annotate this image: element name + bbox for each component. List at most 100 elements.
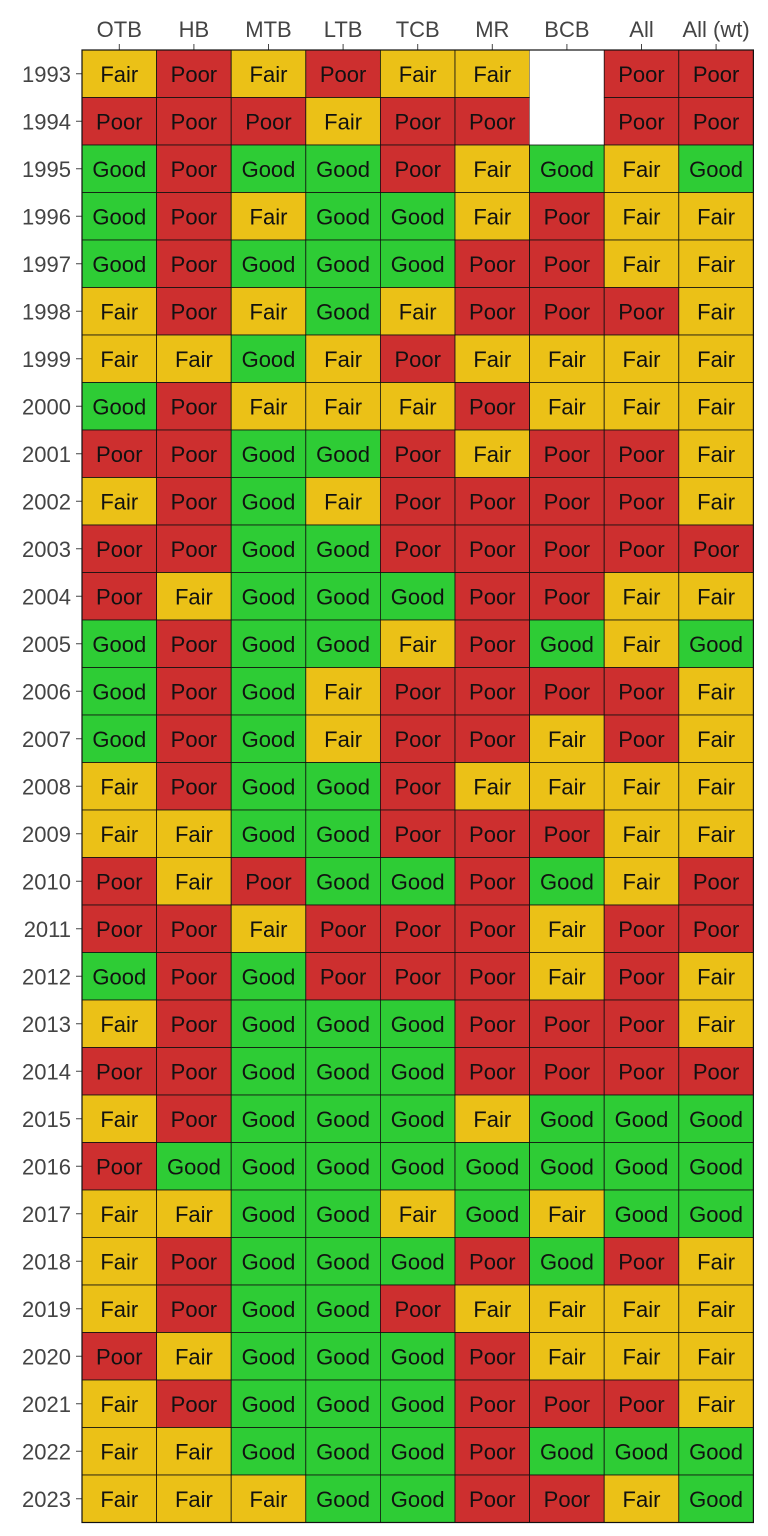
column-label: LTB [324, 17, 363, 42]
row-label: 2015 [22, 1107, 71, 1132]
heatmap-cell [379, 1379, 456, 1428]
heatmap-cell [156, 477, 232, 526]
cell-label: Good [391, 1107, 445, 1132]
heatmap-cell [305, 524, 381, 573]
cell-label: Poor [96, 1059, 142, 1084]
cell-label: Good [242, 1344, 296, 1369]
heatmap-cell [379, 144, 456, 193]
heatmap-cell [305, 857, 381, 906]
cell-label: Fair [623, 774, 661, 799]
row-label: 2014 [22, 1059, 71, 1084]
cell-label: Good [92, 157, 146, 182]
heatmap-cells: Fair Poor Fair Poor Fair Fair Poor Poor Poor Poor… [81, 49, 754, 1523]
heatmap-cell [156, 1284, 232, 1333]
heatmap-cell [305, 1427, 381, 1476]
cell-label: Poor [469, 1487, 515, 1512]
heatmap-cell [454, 619, 530, 668]
heatmap-cell [529, 1142, 605, 1191]
cell-label: Good [242, 1154, 296, 1179]
cell-label: Poor [469, 632, 515, 657]
cell-label: Poor [618, 679, 664, 704]
heatmap-cell [603, 382, 680, 431]
cell-label: Poor [394, 109, 440, 134]
heatmap-cell [454, 572, 530, 621]
row-label: 2000 [22, 394, 71, 419]
cell-label: Poor [171, 1059, 217, 1084]
cell-label: Fair [324, 347, 362, 372]
heatmap-cell [230, 1142, 307, 1191]
heatmap-cell [454, 1189, 530, 1238]
row-label: 2011 [24, 917, 71, 942]
cell-label: Good [242, 252, 296, 277]
cell-label: Poor [96, 109, 142, 134]
cell-label: Good [316, 1249, 370, 1274]
cell-label: Poor [171, 632, 217, 657]
heatmap-cell [678, 1189, 754, 1238]
cell-label: Poor [171, 157, 217, 182]
cell-label: Good [242, 1012, 296, 1037]
cell-label: Poor [544, 822, 590, 847]
heatmap-cell [603, 1189, 680, 1238]
row-label: 2005 [22, 632, 71, 657]
cell-label: Fair [399, 62, 437, 87]
cell-label: Poor [618, 489, 664, 514]
cell-label: Good [391, 252, 445, 277]
cell-label: Poor [618, 964, 664, 989]
heatmap-cell [156, 334, 232, 383]
heatmap-cell [230, 572, 307, 621]
cell-label: Poor [469, 1249, 515, 1274]
cell-label: Poor [618, 537, 664, 562]
row-label: 2013 [22, 1012, 71, 1037]
cell-label: Good [242, 727, 296, 752]
cell-label: Good [391, 1487, 445, 1512]
cell-label: Fair [324, 394, 362, 419]
cell-label: Good [689, 1439, 743, 1464]
heatmap-cell [156, 1142, 232, 1191]
heatmap-cell [230, 904, 307, 953]
heatmap-cell [529, 1427, 605, 1476]
heatmap-cell [305, 952, 381, 1001]
cell-label: Good [316, 252, 370, 277]
heatmap-cell [678, 1237, 754, 1286]
cell-label: Poor [394, 964, 440, 989]
heatmap-cell [603, 809, 680, 858]
heatmap-cell [156, 714, 232, 763]
heatmap-cell [529, 904, 605, 953]
cell-label: Good [92, 204, 146, 229]
cell-label: Poor [618, 299, 664, 324]
row-label: 2012 [22, 964, 71, 989]
heatmap-cell [454, 1142, 530, 1191]
cell-label: Fair [548, 964, 586, 989]
cell-label: Fair [623, 584, 661, 609]
cell-label: Poor [544, 489, 590, 514]
cell-label: Poor [618, 109, 664, 134]
heatmap-cell [230, 1189, 307, 1238]
heatmap-cell [678, 1427, 754, 1476]
heatmap-cell [230, 239, 307, 288]
cell-label: Poor [469, 1012, 515, 1037]
cell-label: Fair [250, 917, 288, 942]
heatmap-cell [305, 714, 381, 763]
cell-label: Poor [96, 1344, 142, 1369]
heatmap-cell [379, 762, 456, 811]
row-label: 2009 [22, 822, 71, 847]
heatmap-cell [81, 1094, 157, 1143]
cell-label: Fair [548, 917, 586, 942]
heatmap-cell [230, 667, 307, 716]
heatmap-cell [454, 714, 530, 763]
cell-label: Fair [548, 347, 586, 372]
heatmap-cell [156, 49, 232, 98]
heatmap-cell [81, 572, 157, 621]
heatmap-cell [529, 1474, 605, 1523]
column-label: MR [475, 17, 509, 42]
cell-label: Poor [469, 489, 515, 514]
cell-label: Good [242, 822, 296, 847]
cell-label: Fair [623, 632, 661, 657]
heatmap-cell [454, 809, 530, 858]
cell-label: Good [391, 1392, 445, 1417]
cell-label: Poor [469, 1392, 515, 1417]
row-label: 1995 [22, 157, 71, 182]
cell-label: Poor [171, 537, 217, 562]
cell-label: Good [689, 632, 743, 657]
cell-label: Good [316, 1012, 370, 1037]
